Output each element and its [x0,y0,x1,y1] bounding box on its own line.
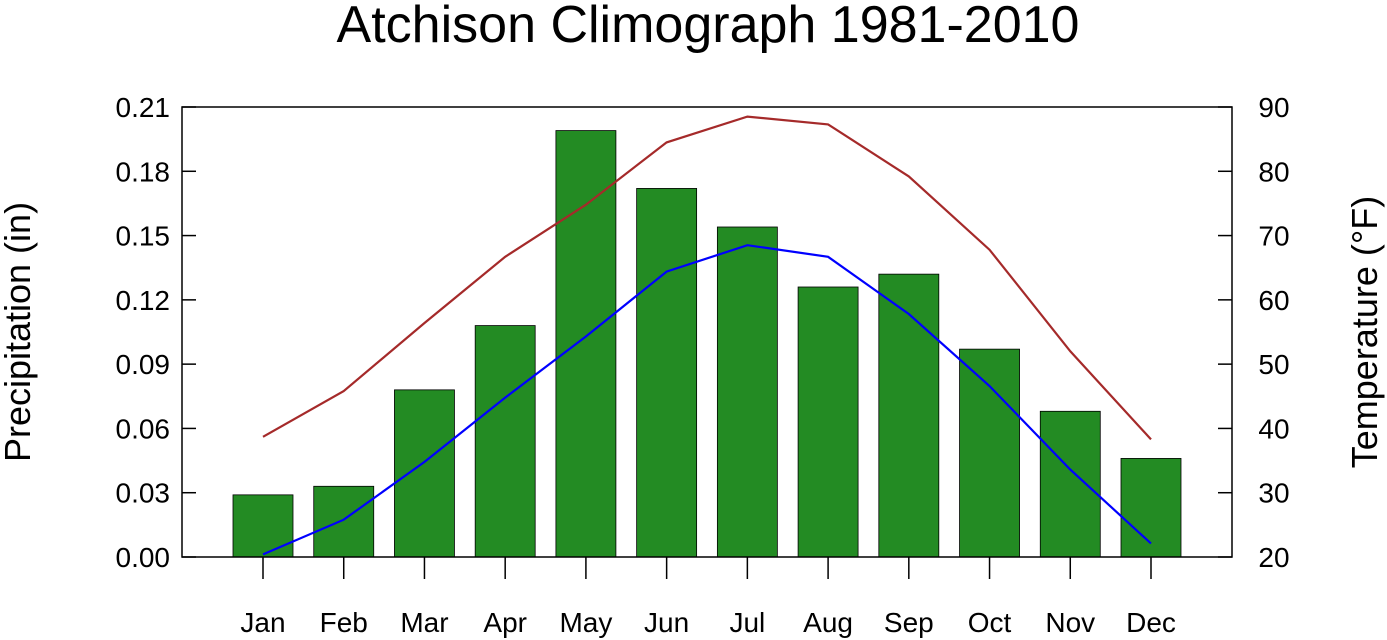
x-tick-label-nov: Nov [1045,607,1095,638]
left-axis-title: Precipitation (in) [0,202,38,462]
left-axis-ticks: 0.00 0.03 0.06 0.09 0.12 0.15 0.18 0.21 [116,92,196,573]
left-tick-label: 0.12 [116,285,171,316]
x-tick-label-mar: Mar [400,607,448,638]
right-tick-label: 70 [1258,221,1289,252]
right-axis-title: Temperature (°F) [1344,196,1385,468]
left-tick-label: 0.09 [116,349,171,380]
bar-oct [959,348,1020,558]
x-tick-label-jun: Jun [644,607,689,638]
bar-apr [474,325,536,558]
x-tick-label-jul: Jul [729,607,765,638]
x-tick-label-dec: Dec [1126,607,1176,638]
bar-aug [797,286,859,558]
bar-may [555,130,617,558]
x-axis-ticks: Jan Feb Mar Apr May Jun Jul Aug Sep Oct Nov Dec [240,557,1176,638]
bar-sep [878,273,940,558]
x-tick-label-apr: Apr [483,607,527,638]
bar-feb [313,485,375,558]
right-tick-label: 60 [1258,285,1289,316]
bar-dec [1120,458,1182,558]
x-tick-label-sep: Sep [884,607,934,638]
right-tick-label: 20 [1258,542,1289,573]
x-tick-label-jan: Jan [240,607,285,638]
right-axis-ticks: 20 30 40 50 60 70 80 90 [1218,92,1290,573]
left-tick-label: 0.21 [116,92,171,123]
bar-group [232,130,1182,558]
left-tick-label: 0.00 [116,542,171,573]
temperature-line-2 [262,244,1152,556]
right-tick-label: 80 [1258,156,1289,187]
line-group [262,115,1152,556]
right-tick-label: 40 [1258,413,1289,444]
bar-jun [636,188,698,558]
bar-jul [716,226,778,558]
x-tick-label-feb: Feb [320,607,368,638]
right-tick-label: 30 [1258,478,1289,509]
x-tick-label-may: May [559,607,612,638]
left-tick-label: 0.15 [116,221,171,252]
right-tick-label: 90 [1258,92,1289,123]
x-tick-label-oct: Oct [968,607,1012,638]
temperature-line-1 [262,115,1152,441]
x-tick-label-aug: Aug [803,607,853,638]
plot-frame [181,106,1233,558]
right-tick-label: 50 [1258,349,1289,380]
bar-nov [1039,410,1101,558]
bar-jan [232,494,294,558]
left-tick-label: 0.03 [116,478,171,509]
left-tick-label: 0.06 [116,413,171,444]
left-tick-label: 0.18 [116,156,171,187]
chart-title: Atchison Climograph 1981-2010 [337,0,1080,54]
bar-mar [394,389,455,558]
